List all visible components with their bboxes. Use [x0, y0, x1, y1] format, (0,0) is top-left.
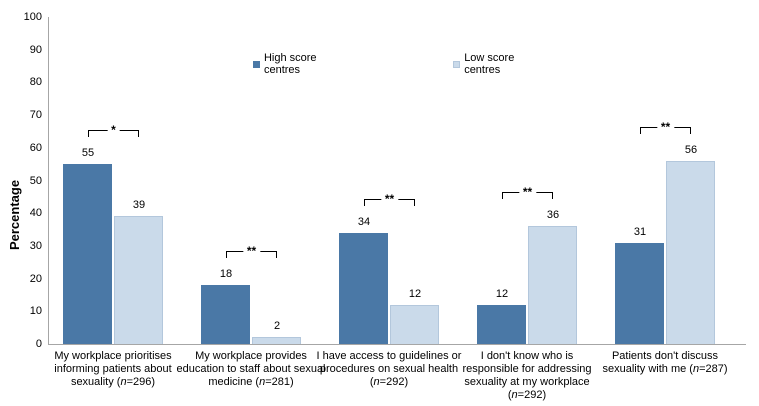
significance-stars: **: [656, 121, 675, 133]
significance-bracket: **: [640, 121, 691, 134]
bar-high-score: [201, 285, 250, 344]
bar-value-label: 18: [219, 268, 233, 281]
bar-low-score: [114, 216, 163, 344]
significance-bracket: **: [364, 193, 415, 206]
y-axis-tick-label: 90: [29, 43, 42, 56]
y-axis-tick-label: 0: [35, 338, 42, 350]
bar-value-label: 34: [357, 215, 371, 228]
y-axis-tick-label: 30: [29, 239, 42, 252]
legend-label-low-score: Low score centres: [464, 52, 515, 76]
significance-stars: **: [380, 193, 399, 205]
significance-bracket: **: [502, 186, 553, 200]
category-label: Patients don't discuss sexuality with me…: [602, 350, 728, 375]
category-label: My workplace provides education to staff…: [176, 350, 326, 388]
legend-item-high-score: High score centres: [253, 52, 355, 76]
y-axis-tick-label: 60: [29, 141, 42, 154]
bar-high-score: [63, 164, 112, 344]
category-label: I have access to guidelines or procedure…: [316, 350, 462, 388]
significance-bracket: *: [88, 124, 139, 138]
y-axis-tick-label: 70: [29, 109, 42, 122]
bar-value-label: 56: [684, 143, 698, 156]
legend-label-high-score: High score centres: [263, 52, 317, 76]
low-score-swatch-icon: [453, 60, 461, 68]
significance-stars: *: [107, 124, 120, 136]
bar-low-score: [252, 337, 301, 344]
y-axis-tick-label: 100: [23, 11, 42, 23]
significance-stars: **: [518, 186, 537, 198]
bar-value-label: 12: [495, 287, 509, 300]
y-axis-tick-label: 20: [29, 272, 42, 285]
bar-value-label: 36: [546, 209, 560, 222]
bar-low-score: [528, 226, 577, 344]
significance-stars: **: [242, 245, 261, 257]
y-axis-tick-label: 50: [29, 174, 42, 187]
y-axis-tick-label: 80: [29, 76, 42, 89]
bar-value-label: 31: [633, 225, 647, 238]
category-label: I don't know who is responsible for addr…: [462, 350, 592, 401]
category-label: My workplace prioritises informing patie…: [54, 350, 172, 388]
significance-bracket: **: [226, 245, 277, 259]
y-axis-line: [48, 17, 49, 344]
y-axis-tick-label: 10: [29, 305, 42, 318]
bar-high-score: [477, 304, 526, 344]
bar-value-label: 12: [408, 287, 422, 300]
high-score-swatch-icon: [253, 60, 260, 68]
bar-value-label: 2: [273, 320, 281, 333]
y-axis-tick-label: 40: [29, 207, 42, 220]
x-axis-line: [48, 344, 746, 345]
bar-high-score: [339, 232, 388, 344]
bar-low-score: [666, 160, 715, 344]
legend-item-low-score: Low score centres: [453, 52, 553, 76]
bar-value-label: 39: [132, 199, 146, 212]
legend: High score centres Low score centres: [253, 52, 553, 76]
bar-low-score: [390, 304, 439, 344]
bar-value-label: 55: [81, 147, 95, 160]
bar-high-score: [615, 242, 664, 344]
